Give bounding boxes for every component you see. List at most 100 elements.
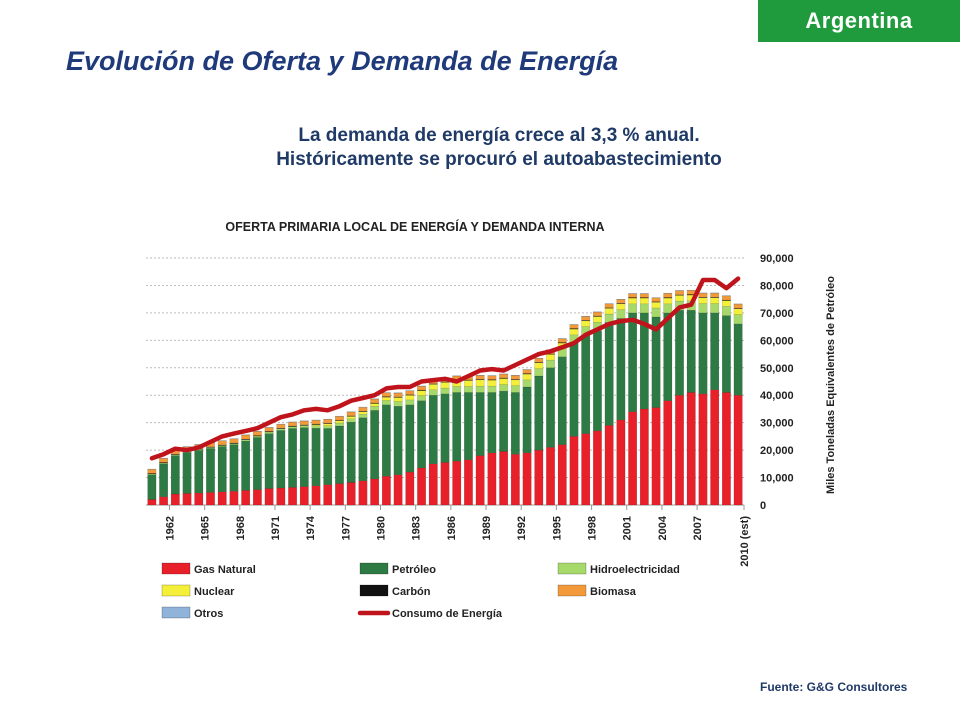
x-tick-label: 1977 [340, 516, 352, 540]
bar-segment [733, 323, 743, 396]
x-tick-label: 2001 [622, 516, 634, 540]
consumo-line [149, 276, 741, 461]
bar-segment [170, 455, 180, 495]
bar-segment [299, 486, 309, 506]
bar-segment [159, 458, 169, 463]
bar-segment [452, 460, 462, 506]
bar-segment [311, 419, 321, 425]
bar-segment [323, 423, 333, 426]
bar-segment [639, 293, 649, 298]
bar-segment [335, 416, 344, 421]
x-tick-label: 1974 [305, 515, 317, 540]
bar-segment [241, 434, 251, 440]
bar-segment [569, 436, 579, 506]
bar-segment [569, 342, 579, 437]
bar-segment [217, 491, 227, 506]
bar-segment [698, 393, 708, 506]
bar-segment [581, 334, 591, 434]
bar-segment [393, 397, 403, 402]
bar-segment [686, 309, 696, 393]
bar-segment [452, 386, 462, 393]
bar-segment [499, 451, 509, 506]
bar-segment [335, 420, 344, 424]
bar-segment [452, 392, 462, 462]
y-tick-label: 50,000 [760, 363, 794, 375]
bar-segment [182, 452, 192, 494]
bar-segment [311, 485, 321, 506]
bar-segment [464, 459, 473, 506]
bar-segment [241, 440, 251, 491]
bar-segment [651, 301, 661, 309]
bar-segment [721, 300, 731, 307]
bar-segment [604, 303, 614, 308]
bar-segment [370, 410, 380, 480]
x-tick-label: 2007 [692, 516, 704, 540]
bar-segment [170, 493, 180, 506]
bar-segment [534, 375, 544, 451]
bar-segment [381, 400, 391, 406]
legend-label: Carbón [392, 586, 431, 598]
bar-segment [593, 430, 602, 506]
y-tick-label: 30,000 [760, 418, 794, 430]
bar-segment [721, 392, 731, 506]
bar-segment [499, 378, 509, 385]
bar-segment [335, 483, 344, 506]
bar-segment [241, 490, 251, 506]
bar-segment [710, 389, 720, 506]
bar-segment [557, 444, 567, 506]
bar-segment [370, 478, 380, 506]
bar-segment [252, 437, 262, 490]
bar-segment [698, 292, 708, 298]
bar-segment [663, 293, 673, 298]
bar-segment [475, 385, 485, 393]
bar-segment [475, 455, 485, 506]
legend-label: Consumo de Energía [392, 608, 503, 620]
bar-segment [557, 338, 567, 343]
bar-segment [510, 454, 520, 506]
bar-segment [381, 475, 391, 506]
country-tag: Argentina [758, 0, 960, 42]
bar-segment [147, 499, 157, 506]
bar-segment [229, 438, 239, 444]
bar-segment [405, 471, 415, 506]
bar-segment [346, 418, 356, 423]
bar-segment [675, 295, 684, 302]
bar-segment [710, 297, 720, 304]
bar-segment [721, 295, 731, 301]
bar-segment [675, 395, 684, 506]
bar-segment [311, 427, 321, 486]
x-tick-label: 1989 [481, 516, 493, 540]
bar-segment [698, 297, 708, 304]
bar-segment [616, 303, 626, 310]
bar-segment [252, 431, 262, 436]
bar-segment [393, 401, 403, 407]
bar-segment [569, 324, 579, 329]
subtitle-line-2: Históricamente se procuró el autoabastec… [276, 149, 722, 170]
bar-segment [440, 462, 450, 506]
bar-segment [147, 469, 157, 474]
bar-segment [428, 463, 438, 506]
bar-segment [604, 308, 614, 315]
x-tick-label: 1995 [551, 516, 563, 540]
bar-segment [358, 411, 368, 415]
bar-segment [651, 307, 661, 318]
bar-segment [475, 392, 485, 456]
bar-segment [252, 489, 262, 506]
bar-segment [487, 375, 497, 380]
legend-label: Hidroelectricidad [590, 564, 680, 576]
bar-segment [159, 496, 169, 506]
bar-segment [417, 467, 426, 506]
bar-segment [639, 303, 649, 314]
y-tick-label: 80,000 [760, 280, 794, 292]
bar-segment [417, 390, 426, 396]
bar-segment [733, 395, 743, 506]
x-tick-label: 1983 [411, 516, 423, 540]
bar-segment [264, 433, 274, 489]
bar-segment [581, 320, 591, 327]
bar-segment [393, 474, 403, 506]
bar-segment [346, 411, 356, 417]
bar-segment [487, 392, 497, 454]
subtitle: La demanda de energía crece al 3,3 % anu… [0, 124, 960, 172]
bar-segment [733, 314, 743, 325]
bar-segment [417, 395, 426, 401]
